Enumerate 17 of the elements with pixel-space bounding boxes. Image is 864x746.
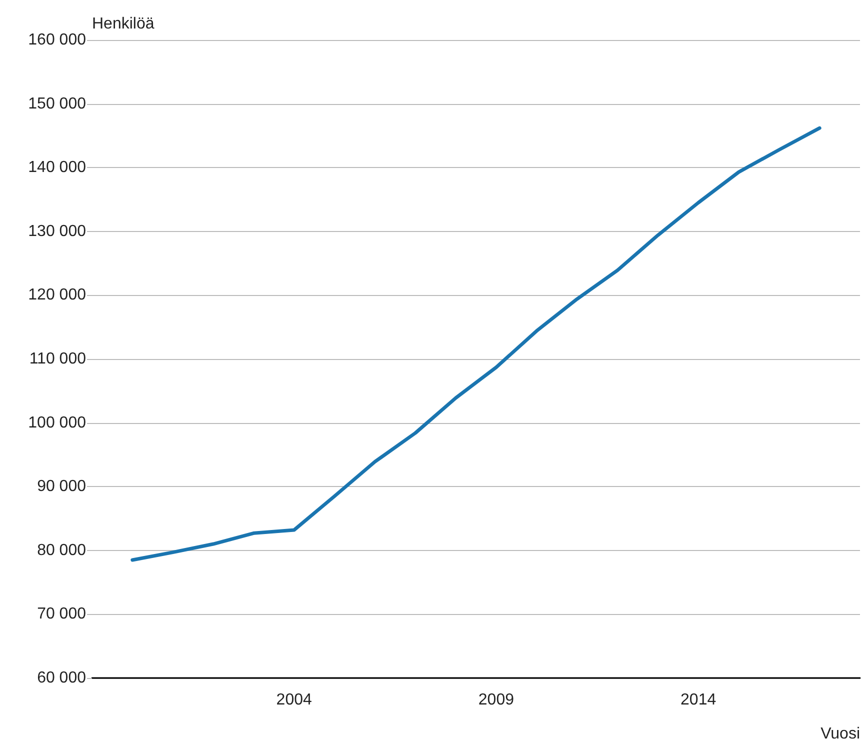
y-tick-label: 90 000 <box>37 478 86 496</box>
x-axis-title: Vuosi <box>820 726 860 742</box>
y-tick-label: 100 000 <box>28 414 86 432</box>
y-tick-label: 60 000 <box>37 670 86 686</box>
x-tick-label: 2009 <box>478 692 514 708</box>
y-tick-label: 120 000 <box>28 286 86 304</box>
y-tick-label: 130 000 <box>28 222 86 240</box>
y-tick-label: 80 000 <box>37 542 86 559</box>
y-tick-label: 160 000 <box>28 32 86 48</box>
y-tick-label: 150 000 <box>28 95 86 112</box>
y-tick-label: 140 000 <box>28 159 86 176</box>
y-axis-title: Henkilöä <box>92 16 154 32</box>
x-tick-label: 2014 <box>680 692 716 708</box>
x-tick-label: 2004 <box>276 692 312 708</box>
y-tick-label: 70 000 <box>37 606 86 623</box>
line-series <box>130 126 822 562</box>
y-tick-label: 110 000 <box>29 350 86 368</box>
